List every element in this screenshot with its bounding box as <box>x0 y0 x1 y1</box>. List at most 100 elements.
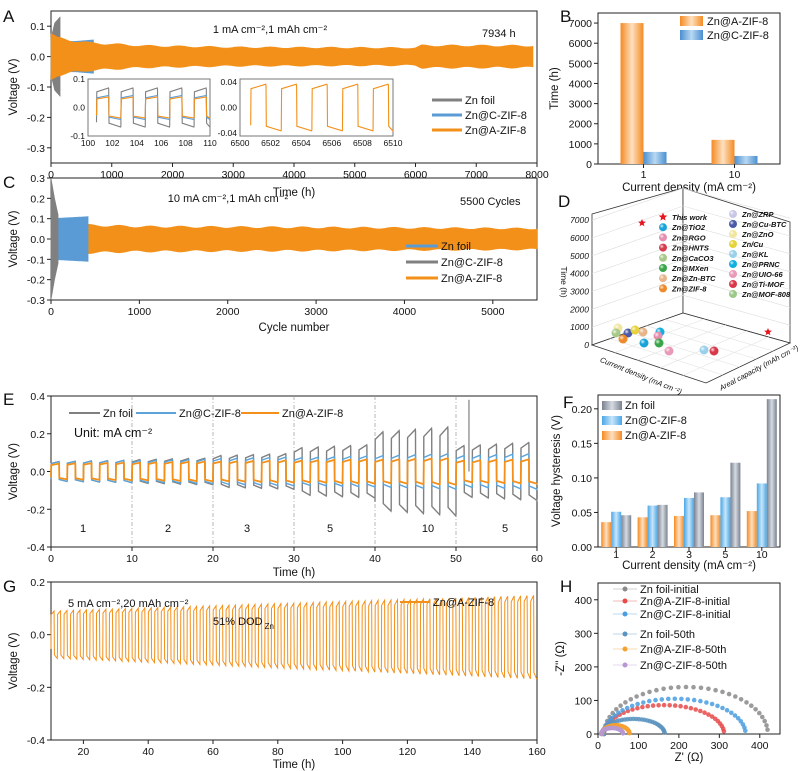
y-tick-label: 0.1 <box>30 214 45 226</box>
panel-G <box>47 581 538 744</box>
data-point <box>667 703 672 708</box>
data-point-highlight <box>659 284 667 293</box>
inset-x-tick-label: 6504 <box>292 138 311 148</box>
data-point-highlight <box>653 331 663 341</box>
bar-zn-c-zif-8 <box>643 151 667 164</box>
y-tick-label: 2000 <box>569 119 593 131</box>
data-point-highlight <box>729 240 737 248</box>
y-axis-title: Voltage (V) <box>8 210 20 267</box>
y-tick-label: 7000 <box>569 18 593 30</box>
data-point <box>688 705 694 711</box>
y-tick-label: 0.15 <box>572 438 593 450</box>
bar-zn-c-zif-8 <box>684 497 694 547</box>
data-point <box>691 697 697 703</box>
legend-label: Zn@Cu-BTC <box>741 220 787 229</box>
bar-zn-foil <box>657 504 668 547</box>
y-tick-label: 0.3 <box>30 173 45 185</box>
y-tick-label: 0.4 <box>30 391 45 403</box>
legend-label: Zn@C-ZIF-8-initial <box>640 609 731 621</box>
inset-y-tick-label: 0.04 <box>220 77 237 87</box>
x-tick-label: 4000 <box>282 169 306 181</box>
data-point <box>702 710 707 715</box>
y-tick-label: 0.00 <box>572 542 593 554</box>
segment-current-label: 2 <box>165 523 171 535</box>
series-zn-a-zif-8 <box>50 220 538 258</box>
y-tick-label: -0.4 <box>27 542 45 554</box>
x-tick-label: 100 <box>630 740 648 752</box>
data-point-highlight <box>611 328 621 338</box>
data-point <box>672 703 678 708</box>
data-point <box>706 712 711 717</box>
y-tick-label: 0.0 <box>30 630 45 642</box>
data-point-highlight <box>618 334 628 344</box>
panel-E <box>47 395 538 551</box>
x-tick-label: 5 <box>722 549 728 561</box>
series-zn-a-zif-8 <box>50 457 538 486</box>
segment-current-label: 10 <box>422 523 434 535</box>
data-point <box>640 691 646 697</box>
inset-2 <box>239 78 394 137</box>
inset-x-tick-label: 6510 <box>384 138 403 148</box>
legend-label: Zn@ZnO <box>741 230 774 239</box>
x-tick-label: 6000 <box>404 169 428 181</box>
panel-H <box>594 582 781 738</box>
y-tick-label: 0.20 <box>572 404 593 416</box>
x-tick-label: 40 <box>142 746 154 758</box>
z-tick-label: 2000 <box>569 304 589 314</box>
legend-marker <box>622 631 628 637</box>
legend-label: Zn@A-ZIF-8 <box>282 408 343 420</box>
y-tick-label: 0.2 <box>30 577 45 589</box>
legend-marker <box>622 662 628 668</box>
y-tick-label: 3000 <box>569 99 593 111</box>
series-zn-foil-initial <box>601 684 770 737</box>
bar-zn-c-zif-8 <box>647 505 658 547</box>
x-tick-label: 1 <box>613 549 619 561</box>
series-zn-a-zif-8 <box>50 595 538 680</box>
dod-annotation: 51% DOD <box>213 616 263 628</box>
legend-label: Zn@C-ZIF-8 <box>179 408 241 420</box>
grid-line <box>646 325 757 360</box>
x-tick-label: 160 <box>528 746 546 758</box>
z-tick-label: 6000 <box>570 233 589 243</box>
data-point <box>676 684 681 690</box>
data-point <box>616 710 621 716</box>
bar-zn-foil <box>730 462 741 547</box>
data-point-highlight <box>659 233 667 242</box>
cycles-annotation: 5500 Cycles <box>460 196 521 208</box>
legend-label: Zn@C-ZIF-8 <box>465 110 527 122</box>
grid-line <box>610 338 723 376</box>
inset-x-tick-label: 104 <box>130 138 144 148</box>
data-point <box>706 686 711 692</box>
series-zn-foil <box>50 216 89 262</box>
y-tick-label: 0.1 <box>30 21 45 33</box>
data-point-highlight <box>659 223 667 232</box>
legend-swatch <box>602 401 622 410</box>
grid-line <box>628 331 740 368</box>
inset-x-tick-label: 110 <box>203 138 217 148</box>
x-tick-label: 140 <box>463 746 481 758</box>
data-point <box>732 713 738 718</box>
grid-line <box>591 277 791 310</box>
data-point <box>628 697 634 702</box>
series-zn-a-zif-8 <box>50 33 534 80</box>
data-point <box>753 707 758 712</box>
data-point <box>612 713 617 718</box>
x-tick-label: 1000 <box>100 169 124 181</box>
segment-current-label: 1 <box>80 523 86 535</box>
data-point-highlight <box>729 250 737 258</box>
inset-frame <box>87 78 211 137</box>
segment-current-label: 5 <box>502 523 508 535</box>
legend-label: Zn foil <box>103 408 133 420</box>
x-tick-label: 0 <box>595 740 601 752</box>
duration-annotation: 7934 h <box>482 28 516 40</box>
legend-label: Zn@MOF-808 <box>741 290 791 299</box>
data-point-highlight <box>659 264 667 272</box>
data-point <box>721 729 727 734</box>
data-point <box>661 702 667 708</box>
z-tick-label: 1000 <box>570 322 589 332</box>
data-point <box>683 704 689 710</box>
data-point <box>634 694 639 699</box>
data-point <box>765 727 770 732</box>
data-point <box>760 714 765 720</box>
this-work-point <box>638 219 646 227</box>
